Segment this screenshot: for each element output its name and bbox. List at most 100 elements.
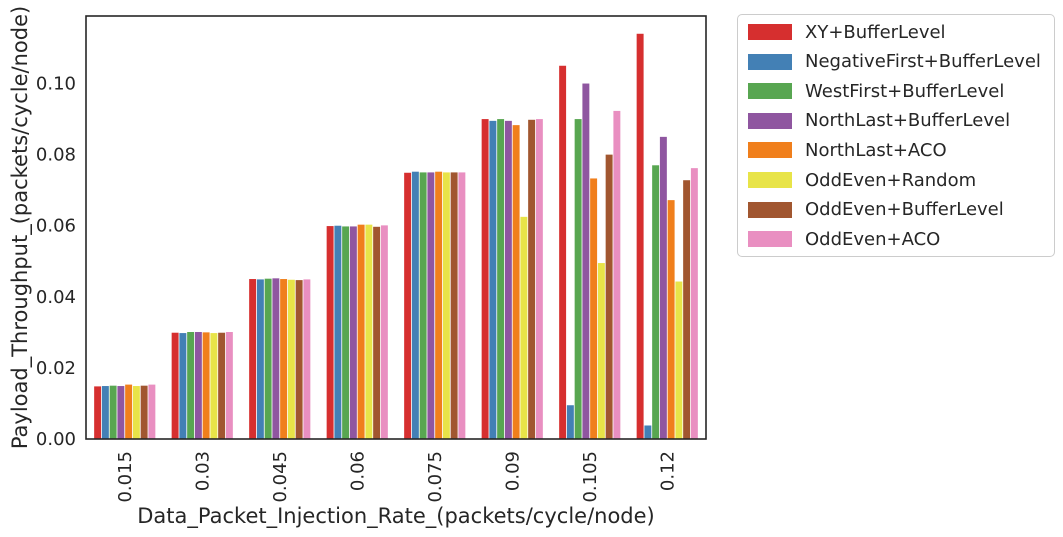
y-tick-label: 0.06 <box>36 216 76 237</box>
legend-label: OddEven+Random <box>805 169 977 191</box>
y-tick-label: 0.04 <box>36 287 76 308</box>
legend-item: OddEven+BufferLevel <box>748 198 1004 222</box>
x-tick-label: 0.09 <box>502 451 523 491</box>
bar <box>605 154 613 439</box>
legend-label: WestFirst+BufferLevel <box>805 80 1005 102</box>
y-tick-label: 0.00 <box>36 429 76 450</box>
bar <box>481 119 489 439</box>
legend: XY+BufferLevel NegativeFirst+BufferLevel W… <box>737 14 1055 257</box>
legend-label: OddEven+ACO <box>805 228 941 250</box>
bar <box>287 279 295 439</box>
bar <box>644 425 652 439</box>
bar <box>249 279 257 439</box>
bar <box>117 386 125 439</box>
y-tick-label: 0.08 <box>36 145 76 166</box>
bars-layer <box>94 33 698 440</box>
legend-swatch <box>748 53 792 70</box>
legend-label: OddEven+BufferLevel <box>805 199 1004 221</box>
legend-swatch <box>748 24 792 40</box>
bar <box>690 168 698 439</box>
bar <box>303 279 311 439</box>
bar <box>659 136 667 440</box>
bar <box>264 278 272 439</box>
bar <box>225 332 233 439</box>
bar <box>574 119 582 439</box>
legend-label: NorthLast+ACO <box>805 139 947 161</box>
bar <box>427 172 435 439</box>
bar <box>295 280 303 439</box>
bar <box>566 405 574 439</box>
bar <box>148 384 156 439</box>
bar <box>450 172 458 439</box>
y-axis-label: Payload_Throughput_(packets/cycle/node) <box>8 6 33 449</box>
bar <box>334 225 342 439</box>
bar <box>194 332 202 439</box>
bar <box>132 386 140 439</box>
bar <box>218 332 226 439</box>
legend-swatch <box>748 231 792 248</box>
bar <box>202 332 210 439</box>
bar <box>326 226 334 439</box>
bar <box>535 119 543 439</box>
bar <box>187 332 195 439</box>
bar <box>140 385 148 439</box>
x-tick-label: 0.075 <box>425 451 446 503</box>
legend-swatch <box>748 83 792 100</box>
x-axis-label: Data_Packet_Injection_Rate_(packets/cycl… <box>137 504 655 529</box>
legend-item: NorthLast+BufferLevel <box>748 109 1010 133</box>
bar <box>636 33 644 440</box>
legend-item: OddEven+ACO <box>748 227 940 251</box>
plot-frame <box>85 15 707 440</box>
legend-label: NorthLast+BufferLevel <box>805 110 1011 132</box>
bar <box>652 165 660 440</box>
x-tick-label: 0.03 <box>192 451 213 491</box>
bar <box>179 333 187 439</box>
bar <box>272 278 280 439</box>
bar <box>365 224 373 439</box>
bar <box>442 172 450 439</box>
y-tick-label: 0.10 <box>36 74 76 95</box>
legend-item: OddEven+Random <box>748 168 976 192</box>
bar <box>357 224 365 439</box>
legend-item: XY+BufferLevel <box>748 20 946 44</box>
bar <box>582 83 590 439</box>
legend-label: NegativeFirst+BufferLevel <box>805 51 1041 73</box>
bar <box>435 171 443 439</box>
x-tick-label: 0.06 <box>347 451 368 491</box>
bar <box>256 279 264 439</box>
x-axis-ticks: 0.015 0.03 0.045 0.06 0.075 0.09 0.105 0.12 <box>115 451 679 503</box>
bar <box>597 263 605 439</box>
bar <box>101 386 109 439</box>
bar <box>94 386 102 439</box>
bar <box>125 384 133 439</box>
bar <box>504 120 512 440</box>
legend-swatch <box>748 112 792 129</box>
bar <box>489 120 497 440</box>
bar <box>613 110 621 439</box>
bar <box>419 172 427 439</box>
bar <box>210 333 218 439</box>
legend-item: NegativeFirst+BufferLevel <box>748 50 1041 74</box>
bar <box>171 332 179 439</box>
bar <box>559 65 567 439</box>
x-tick-label: 0.105 <box>580 451 601 503</box>
bar <box>404 172 412 439</box>
y-tick-label: 0.02 <box>36 358 76 379</box>
x-tick-label: 0.12 <box>657 451 678 491</box>
bar <box>520 216 528 439</box>
bar <box>349 226 357 439</box>
bar <box>373 226 381 439</box>
bar <box>497 119 505 439</box>
x-tick-label: 0.015 <box>115 451 136 503</box>
bar <box>342 226 350 439</box>
legend-item: WestFirst+BufferLevel <box>748 79 1004 103</box>
bar <box>512 125 520 439</box>
bar <box>675 281 683 439</box>
x-tick-label: 0.045 <box>270 451 291 503</box>
bar <box>458 172 466 439</box>
bar <box>683 180 691 439</box>
bar <box>528 119 536 439</box>
bar <box>280 279 288 439</box>
legend-swatch <box>748 142 792 159</box>
